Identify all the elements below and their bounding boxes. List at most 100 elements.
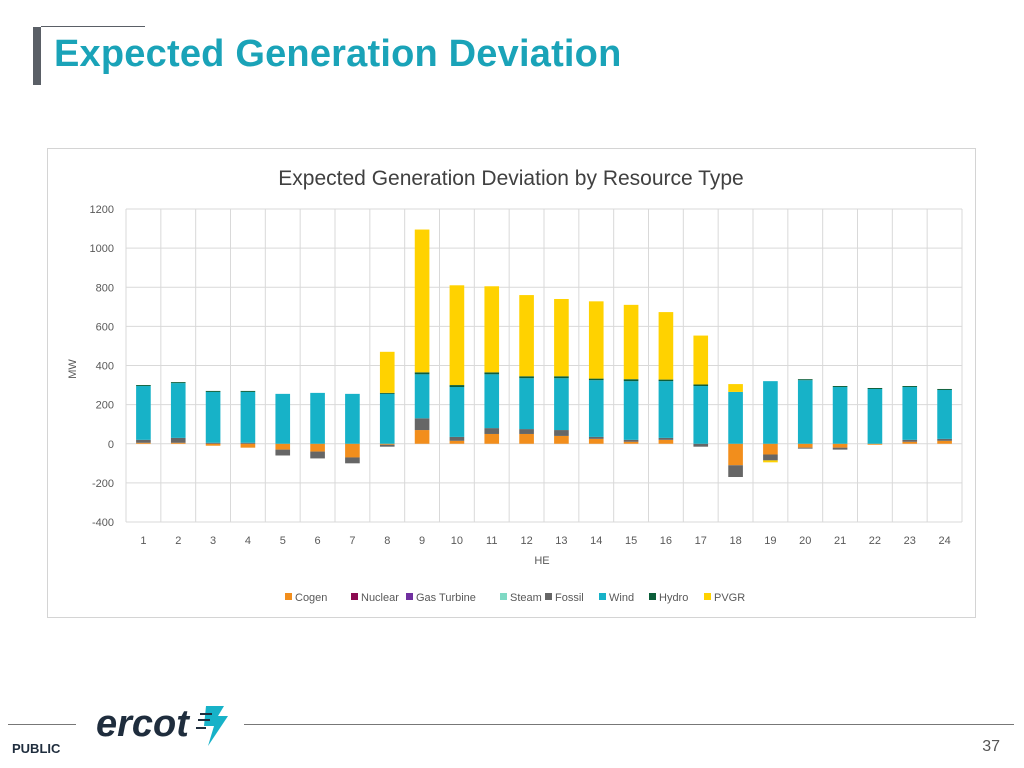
bar-hydro-he9 xyxy=(414,372,430,375)
bar-fossil-he10 xyxy=(449,436,465,441)
bar-cogen-he22 xyxy=(867,443,883,445)
x-tick-label: 15 xyxy=(625,535,637,547)
title-rule xyxy=(41,26,145,27)
bar-cogen-he1 xyxy=(136,442,151,444)
x-tick-label: 4 xyxy=(245,535,251,547)
bar-cogen-he3 xyxy=(205,443,221,446)
title-accent-bar xyxy=(33,27,41,85)
grid xyxy=(125,208,963,523)
bar-fossil-he4 xyxy=(240,442,256,444)
bar-pvgr-he19 xyxy=(763,460,778,463)
y-tick-label: 800 xyxy=(96,282,114,294)
legend-swatch-pvgr xyxy=(704,593,711,600)
bar-hydro-he21 xyxy=(832,386,848,388)
bar-pvgr-he12 xyxy=(519,295,534,377)
bar-cogen-he21 xyxy=(832,443,848,448)
bar-hydro-he3 xyxy=(205,390,221,392)
bar-cogen-he5 xyxy=(275,443,291,450)
bar-pvgr-he14 xyxy=(588,301,604,379)
bar-wind-he20 xyxy=(797,380,813,444)
bar-fossil-he18 xyxy=(728,465,743,478)
deviation-chart: Expected Generation Deviation by Resourc… xyxy=(67,167,963,604)
bar-hydro-he13 xyxy=(554,376,569,379)
y-tick-label: -400 xyxy=(92,517,114,529)
bar-wind-he2 xyxy=(170,383,186,438)
bar-fossil-he1 xyxy=(136,439,151,443)
legend: Cogen Nuclear Gas Turbine Steam Fossil Wind Hy… xyxy=(285,592,745,604)
page-number: 37 xyxy=(982,738,1000,755)
legend-swatch-nuclear xyxy=(351,593,358,600)
bar-cogen-he9 xyxy=(414,430,430,444)
lightning-icon xyxy=(196,706,228,746)
bar-hydro-he14 xyxy=(588,378,604,381)
bar-pvgr-he15 xyxy=(623,304,639,380)
logo-wordmark: ercot xyxy=(96,703,190,745)
y-axis-label: MW xyxy=(67,359,79,379)
bar-pvgr-he9 xyxy=(414,229,430,373)
bar-cogen-he11 xyxy=(484,433,500,444)
bar-wind-he24 xyxy=(937,389,952,439)
legend-label-gas-turbine: Gas Turbine xyxy=(416,592,476,604)
x-tick-label: 14 xyxy=(590,535,602,547)
bar-fossil-he12 xyxy=(519,429,534,434)
bar-cogen-he4 xyxy=(240,443,256,448)
bar-fossil-he15 xyxy=(623,439,639,442)
x-tick-label: 5 xyxy=(280,535,286,547)
bar-wind-he4 xyxy=(240,391,256,443)
bar-hydro-he16 xyxy=(658,379,674,382)
y-tick-label: 1200 xyxy=(90,204,114,216)
bar-pvgr-he18 xyxy=(728,384,743,392)
page-title: Expected Generation Deviation xyxy=(54,33,622,75)
bar-hydro-he17 xyxy=(693,384,709,387)
x-tick-label: 6 xyxy=(315,535,321,547)
bar-hydro-he12 xyxy=(519,376,534,379)
x-tick-label: 3 xyxy=(210,535,216,547)
bar-pvgr-he8 xyxy=(379,351,395,393)
y-tick-label: 1000 xyxy=(90,243,114,255)
bar-fossil-he20 xyxy=(797,447,813,449)
bar-hydro-he15 xyxy=(623,379,639,382)
y-tick-label: -200 xyxy=(92,478,114,490)
bar-cogen-he13 xyxy=(554,435,569,444)
x-tick-label: 12 xyxy=(520,535,532,547)
y-tick-label: 600 xyxy=(96,321,114,333)
bar-fossil-he9 xyxy=(414,418,430,431)
bars xyxy=(136,229,952,478)
legend-label-steam: Steam xyxy=(510,592,542,604)
bar-wind-he12 xyxy=(519,378,534,430)
x-tick-label: 17 xyxy=(695,535,707,547)
bar-wind-he8 xyxy=(379,393,395,444)
bar-cogen-he16 xyxy=(658,439,674,444)
bar-fossil-he17 xyxy=(693,443,709,447)
bar-cogen-he19 xyxy=(763,443,778,455)
bar-hydro-he1 xyxy=(136,385,151,387)
bar-wind-he9 xyxy=(414,374,430,419)
bar-wind-he1 xyxy=(136,386,151,440)
legend-label-wind: Wind xyxy=(609,592,634,604)
bar-hydro-he4 xyxy=(240,390,256,392)
bar-cogen-he24 xyxy=(937,440,952,444)
bar-fossil-he24 xyxy=(937,438,952,441)
legend-swatch-wind xyxy=(599,593,606,600)
bar-hydro-he2 xyxy=(170,382,186,384)
x-axis-label: HE xyxy=(534,555,549,567)
bar-pvgr-he13 xyxy=(554,298,569,377)
bar-cogen-he7 xyxy=(345,443,360,458)
bar-fossil-he16 xyxy=(658,437,674,440)
bar-wind-he13 xyxy=(554,378,569,431)
bar-fossil-he23 xyxy=(902,439,918,442)
legend-swatch-hydro xyxy=(649,593,656,600)
bar-cogen-he12 xyxy=(519,433,534,444)
legend-label-hydro: Hydro xyxy=(659,592,688,604)
bar-fossil-he5 xyxy=(275,449,291,456)
bar-hydro-he10 xyxy=(449,385,465,388)
x-tick-label: 10 xyxy=(451,535,463,547)
bar-wind-he15 xyxy=(623,381,639,440)
x-tick-label: 24 xyxy=(938,535,950,547)
x-tick-label: 19 xyxy=(764,535,776,547)
bar-fossil-he13 xyxy=(554,430,569,436)
y-tick-label: 0 xyxy=(108,439,114,451)
classification-label: PUBLIC xyxy=(12,741,61,756)
x-tick-label: 2 xyxy=(175,535,181,547)
